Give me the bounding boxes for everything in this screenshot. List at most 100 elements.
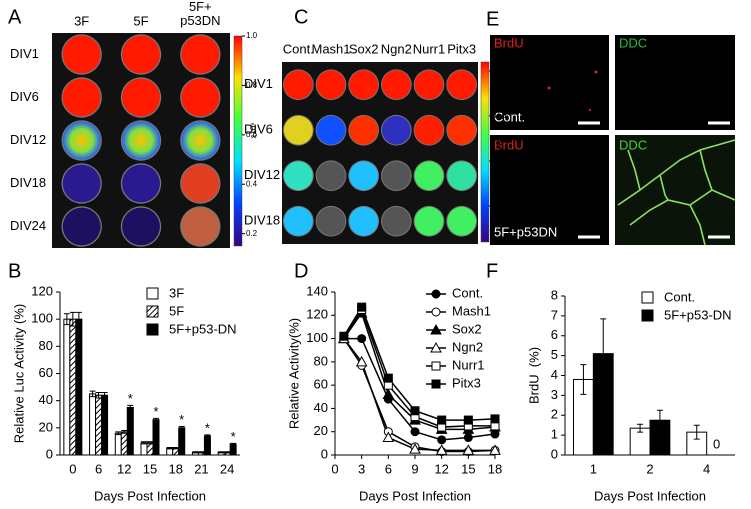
stain-label: DDC — [619, 35, 647, 50]
micrograph — [615, 135, 735, 245]
legend-marker — [431, 379, 441, 389]
y-tick-label: 20 — [39, 419, 53, 434]
y-tick-label: 2 — [551, 407, 558, 422]
well-signal — [381, 70, 411, 100]
well-signal — [122, 121, 160, 160]
y-tick-label: 140 — [306, 283, 328, 298]
well-signal — [181, 35, 220, 74]
colorbar-tick-label: 150 — [493, 111, 507, 120]
legend-marker — [431, 361, 441, 371]
x-tick-label: 18 — [168, 461, 182, 476]
group-label: Cont. — [494, 109, 525, 124]
x-axis-title: Days Post Infection — [594, 488, 706, 503]
well-signal — [283, 206, 313, 236]
legend-label: 5F — [169, 303, 184, 318]
marker — [383, 373, 393, 383]
error-bar — [204, 434, 211, 438]
x-tick-label: 3 — [358, 461, 365, 476]
significance-marker: * — [179, 412, 184, 427]
x-tick-label: 0 — [69, 461, 76, 476]
bar — [126, 406, 134, 456]
row-label: DIV6 — [244, 122, 273, 137]
column-label: 5F — [133, 13, 148, 28]
marker — [463, 415, 473, 425]
error-bar — [192, 451, 199, 454]
x-axis-title: Days Post Infection — [359, 488, 471, 503]
y-tick-label: 0 — [551, 446, 558, 461]
bar — [101, 394, 109, 456]
y-tick-label: 100 — [31, 311, 53, 326]
micrograph — [490, 35, 609, 130]
error-bar — [69, 311, 76, 327]
y-axis-title: Relative Activity(%) — [286, 318, 301, 429]
marker — [410, 427, 420, 437]
x-tick-label: 9 — [411, 461, 418, 476]
cell — [588, 108, 592, 112]
cell — [547, 86, 551, 90]
well-signal — [181, 207, 220, 246]
well-signal — [122, 78, 160, 117]
row-label: DIV1 — [10, 46, 39, 61]
column-label: 3F — [74, 13, 89, 28]
x-tick-label: 6 — [95, 461, 102, 476]
y-tick-label: 3 — [551, 387, 558, 402]
colorbar-unit: x10⁶ — [249, 122, 258, 138]
micrograph — [615, 35, 735, 130]
error-bar — [95, 392, 102, 399]
marker — [339, 331, 349, 341]
well-signal — [62, 207, 101, 246]
column-label: Pitx3 — [447, 41, 476, 56]
colorbar-tick-label: 100 — [493, 156, 507, 165]
colorbar-tick-label: 1.0 — [246, 31, 258, 40]
error-bar — [63, 313, 70, 326]
well-signal — [381, 206, 411, 236]
error-bar — [89, 390, 96, 398]
error-bar — [693, 424, 700, 440]
significance-marker: * — [231, 429, 236, 444]
row-label: DIV1 — [244, 76, 273, 91]
well-signal — [62, 35, 101, 74]
panel-letter: F — [486, 260, 498, 282]
marker — [463, 433, 473, 443]
x-tick-label: 15 — [461, 461, 475, 476]
marker — [489, 444, 501, 455]
well-signal — [447, 115, 477, 145]
y-tick-label: 120 — [306, 307, 328, 322]
error-bar — [166, 447, 173, 450]
bar — [69, 318, 77, 456]
error-bar — [230, 442, 237, 446]
legend-label: Cont. — [452, 285, 483, 300]
error-bar — [115, 431, 122, 436]
micrograph — [490, 135, 609, 245]
marker — [437, 415, 447, 425]
colorbar — [480, 61, 490, 243]
legend-marker — [430, 341, 442, 353]
marker — [462, 444, 475, 455]
bar — [75, 318, 83, 456]
x-tick-label: 4 — [703, 461, 710, 476]
error-bar — [121, 430, 128, 434]
well-signal — [181, 164, 220, 203]
bar — [178, 427, 186, 456]
legend-swatch — [146, 305, 159, 318]
well-signal — [122, 164, 160, 203]
well-signal — [381, 161, 411, 191]
plate-image — [282, 62, 478, 244]
legend-swatch — [641, 291, 654, 304]
x-tick-label: 21 — [194, 461, 208, 476]
marker — [382, 431, 395, 443]
column-label: 5F+ p53DN — [180, 0, 220, 28]
well-signal — [283, 70, 313, 100]
stain-label: DDC — [619, 137, 647, 152]
well-signal — [283, 115, 313, 145]
y-tick-label: 100 — [306, 330, 328, 345]
error-bar — [101, 392, 108, 399]
legend-marker — [431, 307, 441, 317]
x-tick-label: 12 — [434, 461, 448, 476]
legend-marker — [430, 323, 442, 335]
y-tick-label: 7 — [551, 307, 558, 322]
error-bar — [600, 318, 607, 389]
value-label: 0 — [713, 436, 720, 451]
colorbar-tick-label: 50 — [493, 201, 502, 210]
